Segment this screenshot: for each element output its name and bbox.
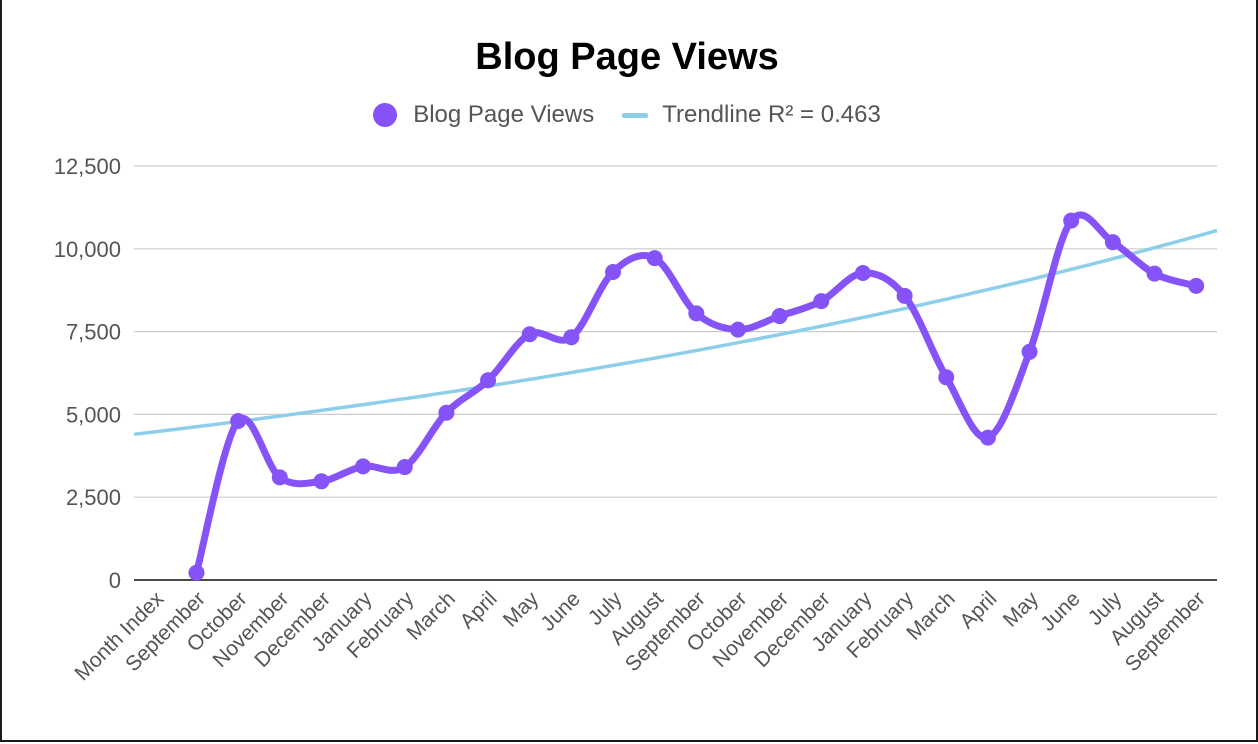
- x-tick-label: June: [1036, 587, 1084, 635]
- data-point: [854, 264, 871, 281]
- data-point: [188, 564, 205, 581]
- data-point: [771, 308, 788, 325]
- x-tick-label: May: [999, 587, 1044, 632]
- x-tick-label: April: [955, 587, 1001, 633]
- legend-item-trendline[interactable]: Trendline R² = 0.463: [622, 101, 881, 129]
- data-point: [1188, 277, 1205, 294]
- data-point: [230, 413, 247, 430]
- data-point: [521, 326, 538, 343]
- data-point: [979, 429, 996, 446]
- legend-label-blog-page-views: Blog Page Views: [413, 101, 595, 128]
- trendline: [133, 228, 1218, 437]
- data-point: [688, 305, 705, 322]
- data-point: [729, 321, 746, 338]
- x-tick-label: April: [456, 587, 502, 633]
- data-point: [396, 459, 413, 476]
- data-point: [646, 250, 663, 267]
- legend-line-icon: [622, 112, 649, 118]
- legend: Blog Page Views Trendline R² = 0.463: [0, 101, 1254, 129]
- x-tick-label: June: [536, 587, 584, 635]
- data-point: [1063, 212, 1080, 229]
- y-tick-label: 12,500: [54, 154, 121, 179]
- y-tick-label: 7,500: [66, 320, 121, 345]
- legend-item-blog-page-views[interactable]: Blog Page Views: [373, 101, 594, 129]
- data-point: [438, 404, 455, 421]
- x-tick-label: March: [402, 587, 460, 645]
- chart-title: Blog Page Views: [475, 36, 779, 78]
- y-tick-label: 5,000: [66, 402, 121, 427]
- y-tick-label: 10,000: [54, 237, 121, 262]
- y-tick-label: 0: [109, 568, 121, 593]
- data-point: [1104, 234, 1121, 251]
- data-point: [271, 469, 288, 486]
- data-point: [896, 287, 913, 304]
- data-point: [563, 329, 580, 346]
- x-tick-label: March: [902, 587, 960, 645]
- data-point: [355, 458, 372, 475]
- series-line-blog-page-views: [192, 211, 1200, 577]
- data-point: [938, 369, 955, 386]
- data-point: [480, 372, 497, 389]
- x-tick-label: May: [499, 587, 544, 632]
- data-point: [1146, 265, 1163, 282]
- data-point: [313, 473, 330, 490]
- data-point: [1021, 343, 1038, 360]
- data-point: [605, 263, 622, 280]
- legend-label-trendline: Trendline R² = 0.463: [662, 101, 881, 128]
- legend-dot-icon: [373, 103, 398, 127]
- data-point: [813, 293, 830, 310]
- y-tick-label: 2,500: [66, 485, 121, 510]
